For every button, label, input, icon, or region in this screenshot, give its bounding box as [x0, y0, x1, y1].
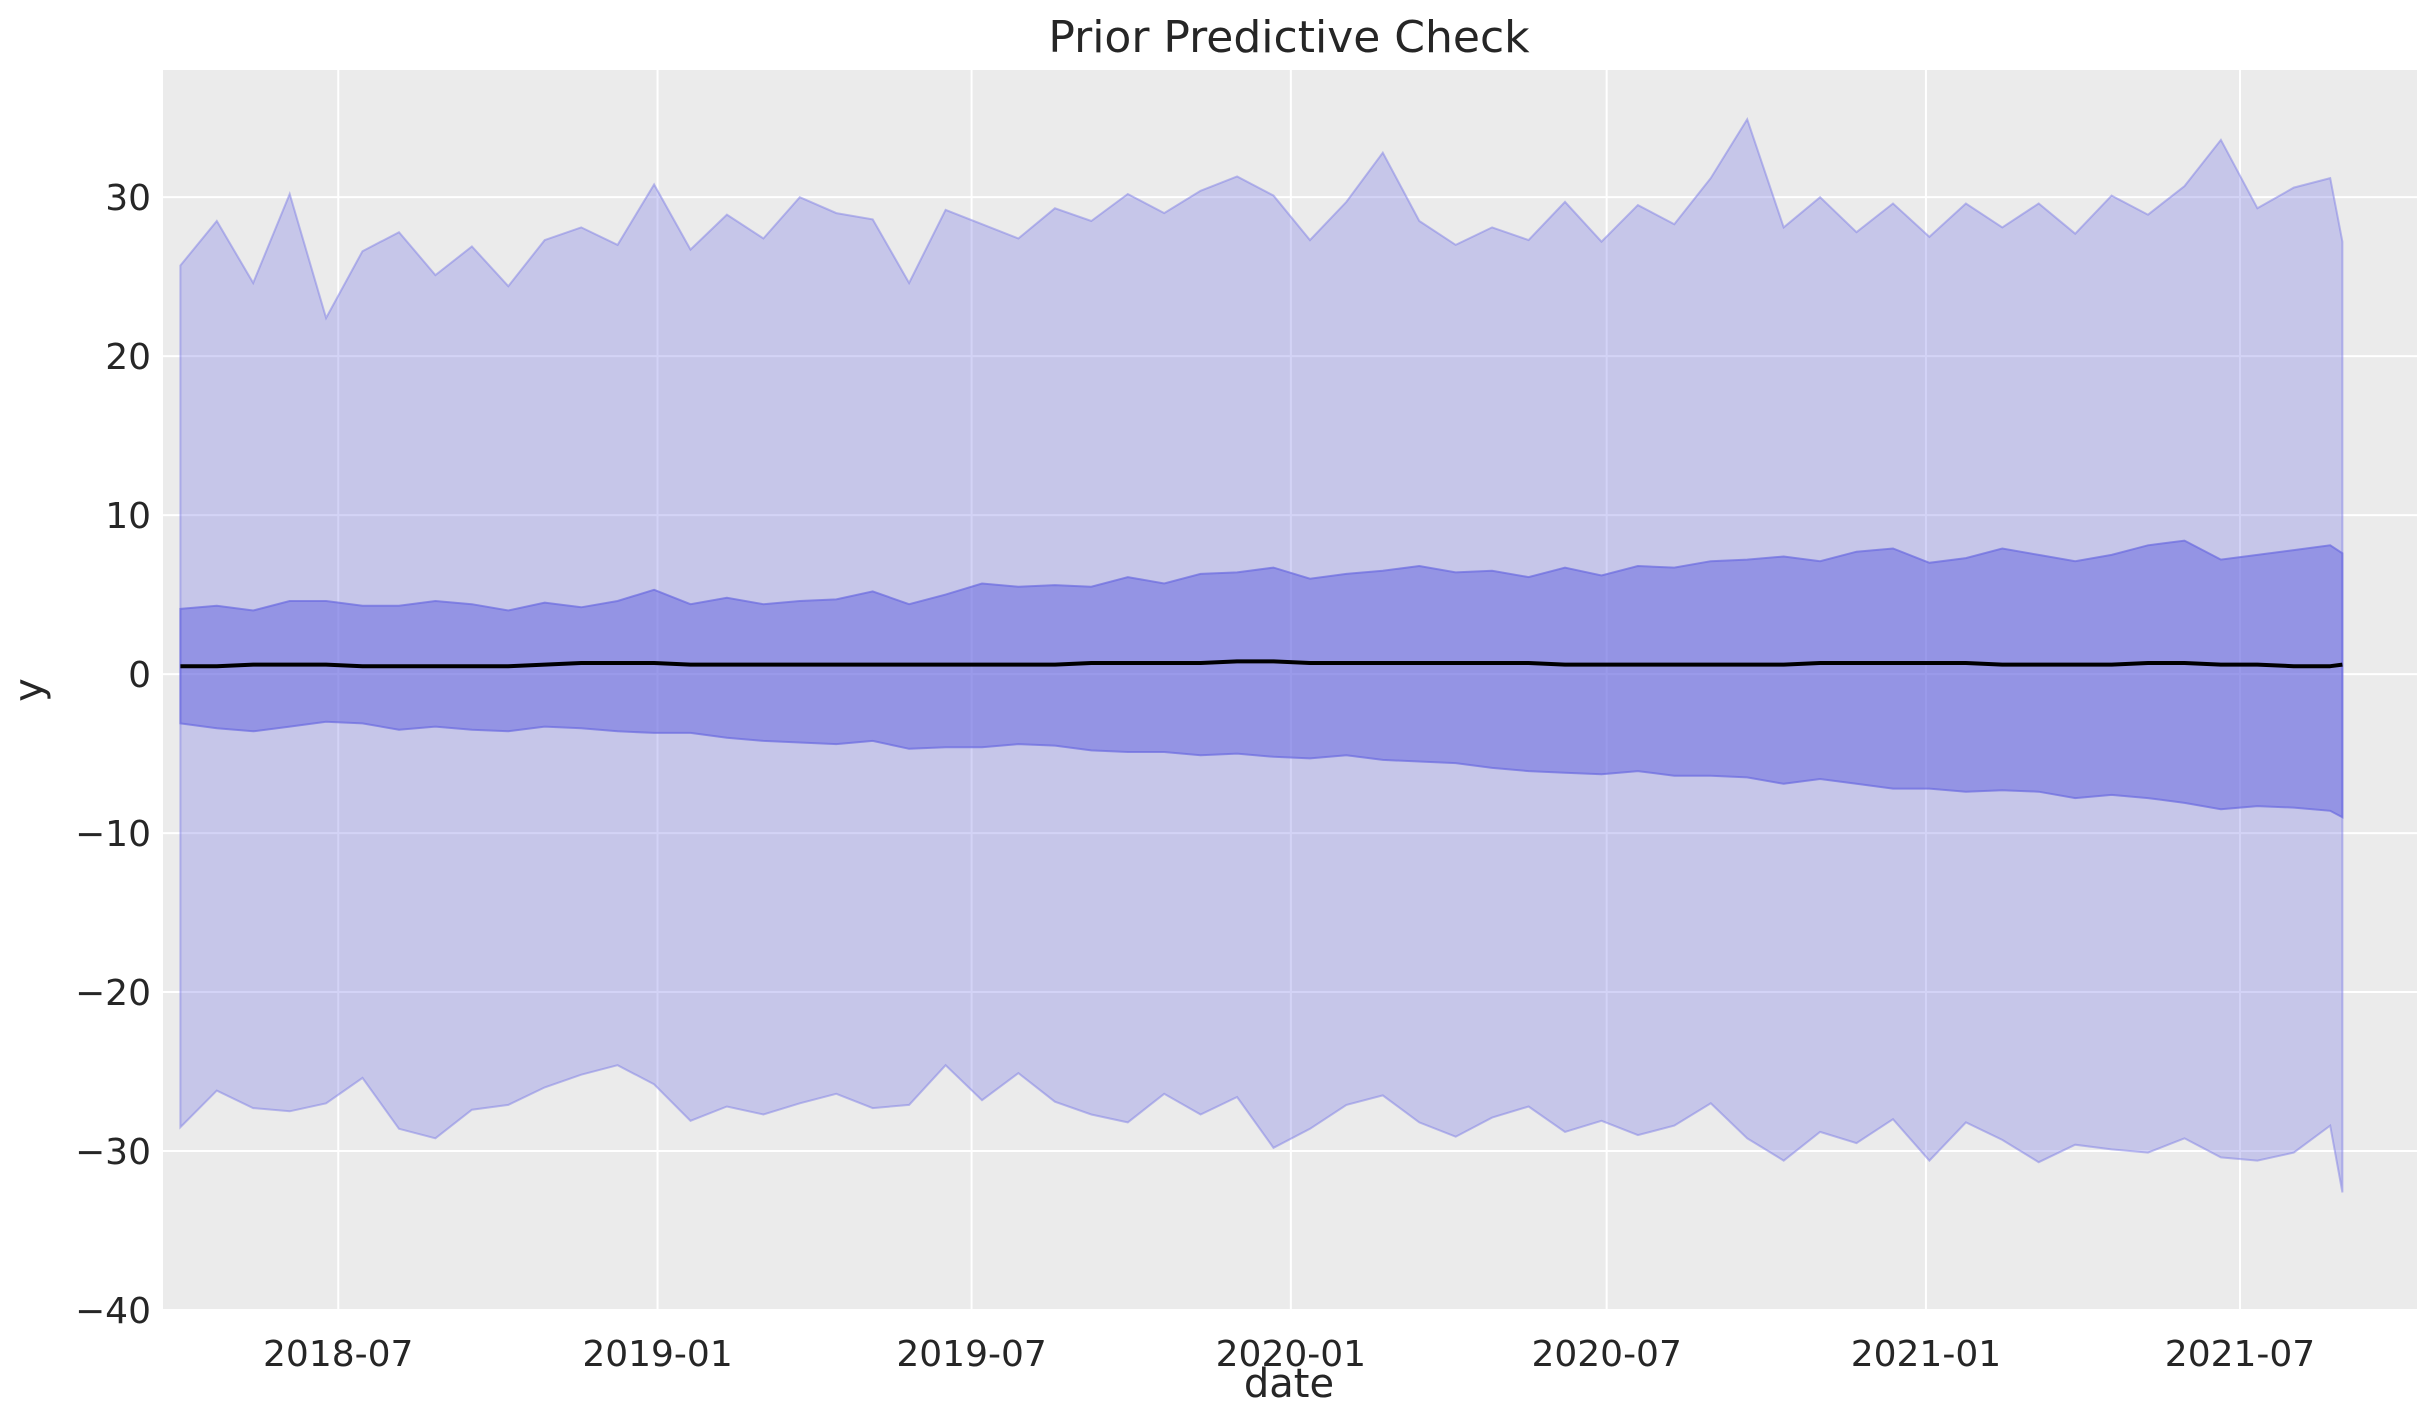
y-tick-label: −30	[75, 1132, 151, 1173]
y-axis-label: y	[6, 678, 52, 702]
x-ticks: 2018-07 2019-01 2019-07 2020-01 2020-07 2021-…	[263, 1334, 2315, 1375]
y-tick-label: 0	[128, 655, 151, 696]
x-tick-label: 2019-01	[582, 1334, 732, 1375]
y-tick-label: 20	[105, 337, 151, 378]
x-axis-label: date	[1244, 1361, 1334, 1407]
y-tick-label: −10	[75, 814, 151, 855]
y-ticks: −40 −30 −20 −10 0 10 20 30	[75, 178, 151, 1332]
y-tick-label: −40	[75, 1291, 151, 1332]
x-tick-label: 2019-07	[896, 1334, 1046, 1375]
bands	[179, 116, 2344, 1193]
y-tick-label: 10	[105, 496, 151, 537]
plot-area	[163, 70, 2417, 1311]
band-1	[179, 539, 2344, 819]
x-tick-label: 2020-07	[1531, 1334, 1681, 1375]
x-tick-label: 2021-07	[2165, 1334, 2315, 1375]
y-tick-label: −20	[75, 973, 151, 1014]
x-tick-label: 2021-01	[1851, 1334, 2001, 1375]
grid	[163, 70, 2417, 1311]
lines	[180, 659, 2343, 669]
chart-title: Prior Predictive Check	[1048, 12, 1530, 63]
y-tick-label: 30	[105, 178, 151, 219]
mean-line	[180, 659, 2343, 669]
x-tick-label: 2018-07	[263, 1334, 413, 1375]
x-tick-label: 2020-01	[1216, 1334, 1366, 1375]
